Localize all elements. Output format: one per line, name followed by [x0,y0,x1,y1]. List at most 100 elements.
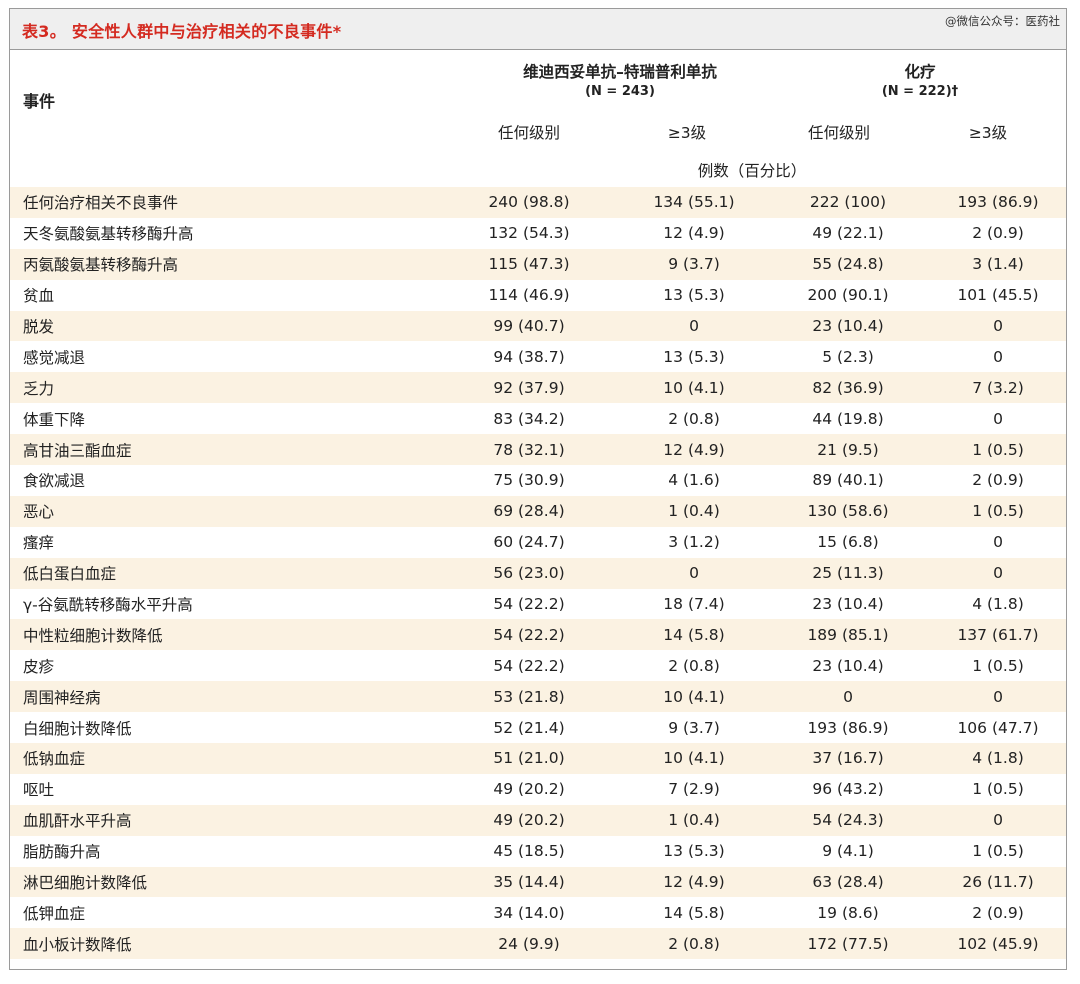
group1-any-grade-cell: 60 (24.7) [493,533,565,552]
group2-grade3-cell: 2 (0.9) [972,471,1024,490]
group1-grade3-cell: 12 (4.9) [663,224,725,243]
event-cell: 血肌酐水平升高 [23,812,132,831]
group2-grade3-cell: 193 (86.9) [957,193,1039,212]
group1-grade3-cell: 2 (0.8) [668,656,720,675]
group2-any-grade-cell: 172 (77.5) [807,934,889,953]
group2-grade3-cell: 0 [993,564,1003,583]
group2-grade3-cell: 106 (47.7) [957,718,1039,737]
title-bar: 表3。 安全性人群中与治疗相关的不良事件* @微信公众号：医药社 [10,9,1066,50]
group1-any-grade-cell: 54 (22.2) [493,595,565,614]
group2-any-grade-cell: 200 (90.1) [807,286,889,305]
group1-any-grade-cell: 99 (40.7) [493,317,565,335]
table-row: 皮疹 54 (22.2) 2 (0.8) 23 (10.4) 1 (0.5) [10,650,1066,681]
group1-any-grade-header: 任何级别 [497,124,560,142]
group1-any-grade-cell: 78 (32.1) [493,440,565,459]
group2-grade3-cell: 102 (45.9) [957,934,1039,953]
event-cell: 脱发 [23,318,55,336]
event-cell: γ-谷氨酰转移酶水平升高 [23,596,193,615]
table-row: 脱发 99 (40.7) 0 23 (10.4) 0 [10,310,1066,342]
table-row: 感觉减退 94 (38.7) 13 (5.3) 5 (2.3) 0 [10,341,1066,372]
group2-grade3-cell: 0 [993,409,1003,428]
group2-grade3-cell: 1 (0.5) [972,780,1024,799]
event-cell: 贫血 [23,287,55,306]
table-row: 淋巴细胞计数降低 35 (14.4) 12 (4.9) 63 (28.4) 26 (11… [10,866,1066,898]
group2-grade3-cell: 4 (1.8) [972,595,1024,614]
group1-grade3-cell: 0 [689,564,699,583]
group1-grade3-cell: 12 (4.9) [663,440,725,459]
table-row: 低白蛋白血症 56 (23.0) 0 25 (11.3) 0 [10,557,1066,589]
table-row: 血小板计数降低 24 (9.9) 2 (0.8) 172 (77.5) 102 (45.… [10,928,1066,960]
group2-grade3-cell: 1 (0.5) [972,440,1024,459]
group2-any-grade-cell: 15 (6.8) [817,533,879,552]
group2-n: (N = 222)† [881,84,959,99]
table-row: 体重下降 83 (34.2) 2 (0.8) 44 (19.8) 0 [10,403,1066,434]
group2-any-grade-cell: 193 (86.9) [807,718,889,737]
group1-any-grade-cell: 53 (21.8) [493,687,565,706]
table-row: 瘙痒 60 (24.7) 3 (1.2) 15 (6.8) 0 [10,527,1066,558]
group2-any-grade-cell: 23 (10.4) [812,595,884,614]
event-cell: 血小板计数降低 [23,935,132,954]
table-row: 白细胞计数降低 52 (21.4) 9 (3.7) 193 (86.9) 106 (47… [10,712,1066,743]
group2-grade3-cell: 1 (0.5) [972,502,1024,521]
table-row: 脂肪酶升高 45 (18.5) 13 (5.3) 9 (4.1) 1 (0.5) [10,836,1066,867]
group1-header: 维迪西妥单抗–特瑞普利单抗 (N = 243) [455,62,785,102]
group1-any-grade-cell: 45 (18.5) [493,842,565,861]
group2-name: 化疗 [904,63,936,81]
group1-any-grade-cell: 56 (23.0) [493,564,565,583]
group2-any-grade-cell: 89 (40.1) [812,471,884,490]
group1-any-grade-cell: 94 (38.7) [493,347,565,366]
event-cell: 脂肪酶升高 [23,843,101,862]
table-row: 天冬氨酸氨基转移酶升高 132 (54.3) 12 (4.9) 49 (22.1) 2 … [10,218,1066,249]
group2-any-grade-cell: 55 (24.8) [812,255,884,274]
group1-grade3-cell: 2 (0.8) [668,409,720,428]
group1-name: 维迪西妥单抗–特瑞普利单抗 [523,63,717,81]
group1-any-grade-cell: 69 (28.4) [493,502,565,521]
group1-grade3-cell: 0 [689,317,699,335]
group2-any-grade-cell: 19 (8.6) [817,903,879,922]
group2-grade3-cell: 7 (3.2) [972,378,1024,397]
group2-header: 化疗 (N = 222)† [770,62,1070,102]
table-title: 表3。 安全性人群中与治疗相关的不良事件* [22,22,342,41]
group2-any-grade-cell: 23 (10.4) [812,317,884,335]
table-header: 事件 维迪西妥单抗–特瑞普利单抗 (N = 243) 化疗 (N = 222)†… [10,50,1066,187]
event-cell: 呕吐 [23,781,55,800]
event-cell: 低钠血症 [23,750,86,769]
group1-grade3-cell: 18 (7.4) [663,595,725,614]
group2-grade3-header: ≥3级 [968,124,1008,142]
group1-grade3-cell: 10 (4.1) [663,687,725,706]
table-row: 血肌酐水平升高 49 (20.2) 1 (0.4) 54 (24.3) 0 [10,804,1066,836]
group2-any-grade-cell: 25 (11.3) [812,564,884,583]
group1-any-grade-cell: 51 (21.0) [493,749,565,768]
group2-grade3-cell: 137 (61.7) [957,625,1039,644]
group2-grade3-cell: 4 (1.8) [972,749,1024,768]
event-cell: 低钾血症 [23,904,86,923]
table-row: 丙氨酸氨基转移酶升高 115 (47.3) 9 (3.7) 55 (24.8) 3 (1… [10,248,1066,280]
event-cell: 皮疹 [23,657,55,676]
event-cell: 恶心 [23,503,55,522]
table-row: 低钠血症 51 (21.0) 10 (4.1) 37 (16.7) 4 (1.8) [10,743,1066,774]
event-cell: 任何治疗相关不良事件 [23,194,179,213]
group1-any-grade-cell: 54 (22.2) [493,656,565,675]
event-cell: 食欲减退 [23,472,86,491]
group2-any-grade-cell: 82 (36.9) [812,378,884,397]
table-row: 呕吐 49 (20.2) 7 (2.9) 96 (43.2) 1 (0.5) [10,774,1066,805]
table-row: 低钾血症 34 (14.0) 14 (5.8) 19 (8.6) 2 (0.9) [10,897,1066,928]
event-cell: 瘙痒 [23,534,55,553]
group1-grade3-cell: 1 (0.4) [668,811,720,830]
event-cell: 乏力 [23,379,55,398]
group2-any-grade-cell: 23 (10.4) [812,656,884,675]
group2-any-grade-cell: 5 (2.3) [822,347,874,366]
event-cell: 白细胞计数降低 [23,719,132,738]
group1-any-grade-cell: 240 (98.8) [488,193,570,212]
group1-grade3-cell: 10 (4.1) [663,378,725,397]
group2-grade3-cell: 2 (0.9) [972,903,1024,922]
event-cell: 丙氨酸氨基转移酶升高 [23,256,179,275]
group2-any-grade-cell: 189 (85.1) [807,625,889,644]
group2-any-grade-cell: 44 (19.8) [812,409,884,428]
group1-any-grade-cell: 49 (20.2) [493,780,565,799]
event-cell: 淋巴细胞计数降低 [23,874,148,893]
group1-grade3-cell: 12 (4.9) [663,873,725,892]
event-cell: 体重下降 [23,410,86,429]
group1-n: (N = 243) [585,84,655,99]
group1-any-grade-cell: 24 (9.9) [498,934,560,953]
